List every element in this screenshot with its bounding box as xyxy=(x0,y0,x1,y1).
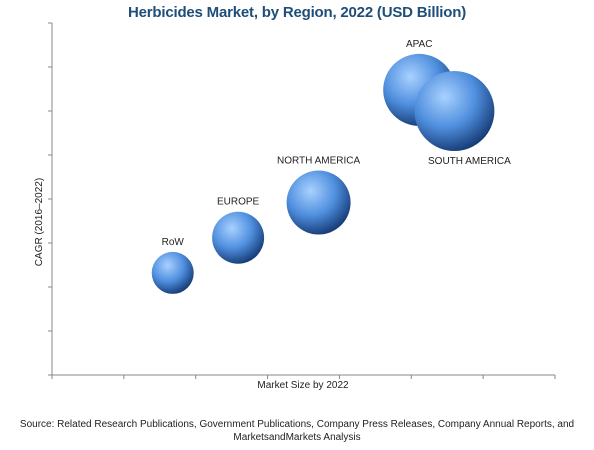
bubble-label: SOUTH AMERICA xyxy=(428,156,511,167)
bubble-label: NORTH AMERICA xyxy=(277,156,360,167)
x-axis-label: Market Size by 2022 xyxy=(257,380,349,391)
bubble-south-america xyxy=(414,71,495,151)
axes xyxy=(48,22,556,379)
chart-title: Herbicides Market, by Region, 2022 (USD … xyxy=(128,4,466,21)
y-axis-label: CAGR (2016–2022) xyxy=(34,178,45,266)
bubble-label: APAC xyxy=(406,39,433,50)
source-note: Source: Related Research Publications, G… xyxy=(19,419,575,443)
bubbles: RoW EUROPE NORTH AMERICA APAC SOUTH AMERICA xyxy=(151,39,511,294)
bubble-label: EUROPE xyxy=(217,197,260,208)
bubble-north-america xyxy=(286,170,351,235)
bubble-row xyxy=(151,251,194,294)
bubble-europe xyxy=(212,211,265,264)
bubble-label: RoW xyxy=(162,237,185,248)
